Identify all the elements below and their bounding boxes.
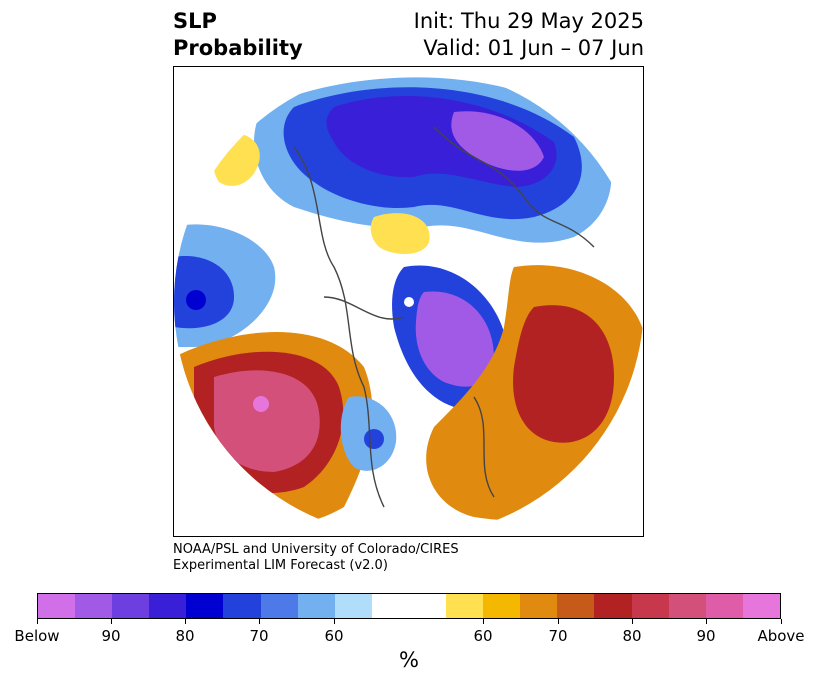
- below-region-west-core: [174, 256, 234, 329]
- colorbar-swatch: [668, 594, 706, 618]
- title-line-2: Probability: [173, 36, 303, 60]
- colorbar-tickmark: [558, 619, 559, 624]
- colorbar-swatch: [38, 594, 76, 618]
- valid-range: Valid: 01 Jun – 07 Jun: [423, 36, 644, 60]
- credit-text: NOAA/PSL and University of Colorado/CIRE…: [173, 542, 459, 574]
- colorbar-tickmark: [259, 619, 260, 624]
- colorbar-swatch: [594, 594, 632, 618]
- colorbar-swatch: [742, 594, 780, 618]
- colorbar-tick-label: 90: [696, 627, 716, 645]
- colorbar-swatch: [223, 594, 261, 618]
- coastline: [293, 126, 595, 508]
- probability-map: [173, 66, 644, 537]
- colorbar-tickmark: [483, 619, 484, 624]
- forecast-dates: Init: Thu 29 May 2025 Valid: 01 Jun – 07…: [414, 8, 644, 62]
- above-region-yellow-north: [370, 213, 430, 254]
- colorbar-tickmark: [37, 619, 38, 624]
- below-region-center-core: [415, 291, 494, 387]
- colorbar-swatch: [186, 594, 224, 618]
- above-region-east-inner: [513, 305, 614, 443]
- pole-marker: [404, 297, 414, 307]
- colorbar-swatch: [371, 594, 409, 618]
- colorbar-unit: %: [399, 648, 419, 672]
- below-region-west-peak: [186, 290, 206, 310]
- colorbar-swatch: [149, 594, 187, 618]
- init-date: Init: Thu 29 May 2025: [413, 9, 644, 33]
- below-region-south-core: [364, 429, 384, 449]
- colorbar-tickmark: [334, 619, 335, 624]
- above-region-pacific-core: [214, 370, 320, 472]
- colorbar-swatch: [297, 594, 335, 618]
- colorbar-swatch: [520, 594, 558, 618]
- colorbar-tick-label: 70: [249, 627, 269, 645]
- title-line-1: SLP: [173, 9, 217, 33]
- colorbar-swatch: [260, 594, 298, 618]
- colorbar-tick-label: 90: [101, 627, 121, 645]
- colorbar-tickmark: [111, 619, 112, 624]
- colorbar-tick-label: Above: [757, 627, 805, 645]
- colorbar-tick-label: 80: [175, 627, 195, 645]
- colorbar-swatch: [112, 594, 150, 618]
- colorbar-swatch: [705, 594, 743, 618]
- above-region-pacific-peak: [253, 396, 269, 412]
- colorbar-tick-label: 60: [473, 627, 493, 645]
- colorbar-swatch: [483, 594, 521, 618]
- colorbar-swatch: [408, 594, 447, 618]
- colorbar-tickmark: [781, 619, 782, 624]
- colorbar-tick-label: 80: [622, 627, 642, 645]
- colorbar: [37, 593, 781, 619]
- colorbar-swatch: [631, 594, 669, 618]
- below-region-north-peak: [451, 111, 544, 171]
- colorbar-swatch: [75, 594, 113, 618]
- colorbar-tick-label: Below: [14, 627, 60, 645]
- colorbar-swatch: [557, 594, 595, 618]
- map-svg: [174, 67, 643, 536]
- colorbar-swatch: [334, 594, 372, 618]
- colorbar-tick-label: 60: [324, 627, 344, 645]
- credit-line-1: NOAA/PSL and University of Colorado/CIRE…: [173, 542, 459, 557]
- colorbar-tickmark: [632, 619, 633, 624]
- colorbar-tickmark: [185, 619, 186, 624]
- colorbar-swatch: [446, 594, 484, 618]
- credit-line-2: Experimental LIM Forecast (v2.0): [173, 558, 388, 573]
- chart-title: SLP Probability: [173, 8, 303, 62]
- colorbar-tickmark: [706, 619, 707, 624]
- colorbar-tick-label: 70: [548, 627, 568, 645]
